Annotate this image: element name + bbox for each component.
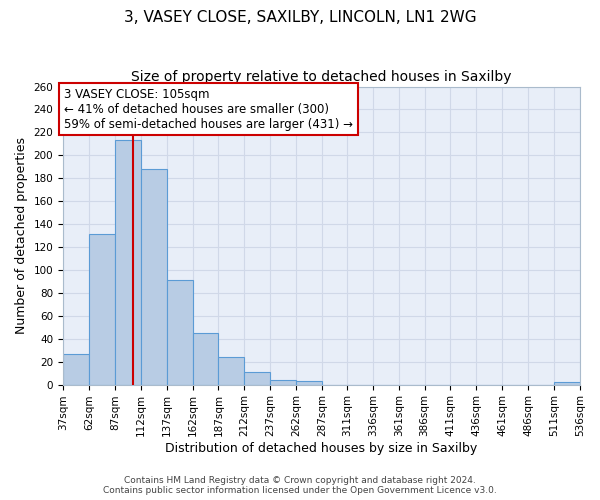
Text: 3 VASEY CLOSE: 105sqm
← 41% of detached houses are smaller (300)
59% of semi-det: 3 VASEY CLOSE: 105sqm ← 41% of detached …: [64, 88, 353, 130]
Bar: [167, 280, 193, 384]
Bar: [244, 372, 270, 384]
Bar: [89, 234, 115, 384]
Y-axis label: Number of detached properties: Number of detached properties: [15, 137, 28, 334]
Bar: [554, 382, 580, 384]
Text: 3, VASEY CLOSE, SAXILBY, LINCOLN, LN1 2WG: 3, VASEY CLOSE, SAXILBY, LINCOLN, LN1 2W…: [124, 10, 476, 25]
Text: Contains HM Land Registry data © Crown copyright and database right 2024.
Contai: Contains HM Land Registry data © Crown c…: [103, 476, 497, 495]
Bar: [296, 381, 322, 384]
Bar: [141, 169, 167, 384]
Title: Size of property relative to detached houses in Saxilby: Size of property relative to detached ho…: [131, 70, 512, 84]
Bar: [115, 140, 141, 384]
X-axis label: Distribution of detached houses by size in Saxilby: Distribution of detached houses by size …: [166, 442, 478, 455]
Bar: [63, 354, 89, 384]
Bar: [218, 357, 244, 384]
Bar: [270, 380, 296, 384]
Bar: [193, 333, 218, 384]
